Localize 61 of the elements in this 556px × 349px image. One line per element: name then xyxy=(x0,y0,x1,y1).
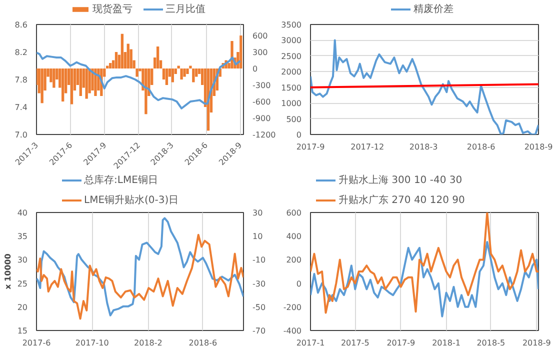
y-tick-label: 3000 xyxy=(281,36,302,46)
y-tick-label: 400 xyxy=(286,232,302,242)
y-tick-label: 3500 xyxy=(281,20,302,30)
x-tick-label: 2018-1 xyxy=(432,338,460,348)
x-tick-label: 2018-5 xyxy=(476,338,506,348)
y-tick-label: 20 xyxy=(17,302,28,312)
y2-tick-label: -30 xyxy=(252,279,266,288)
x-tick-label: 2017-12 xyxy=(350,142,384,152)
x-tick-label: 2018-6 xyxy=(466,142,496,152)
y2-tick-label: 30 xyxy=(252,208,263,218)
y2-tick-label: -70 xyxy=(252,326,266,336)
y-tick-label: 7.4 xyxy=(14,103,28,112)
y2-tick-label: 300 xyxy=(252,48,268,57)
legend-label: 现货盈亏 xyxy=(92,3,134,16)
y2-tick-label: -10 xyxy=(252,256,266,265)
x-tick-label: 2017-1 xyxy=(296,338,325,348)
x-tick-label: 2017-9 xyxy=(296,142,325,152)
x-tick-label: 2018-2 xyxy=(134,338,162,348)
y-tick-label: 600 xyxy=(286,208,302,218)
x-tick-label: 2018-9 xyxy=(524,142,553,152)
y-tick-label: 30 xyxy=(17,256,28,265)
y-tick-label: 15 xyxy=(17,326,28,336)
y-tick-label: 2000 xyxy=(281,68,302,77)
y-tick-label: -400 xyxy=(283,326,302,336)
y2-tick-label: -900 xyxy=(252,114,271,123)
y2-tick-label: 600 xyxy=(252,32,268,40)
y2-tick-label: -50 xyxy=(252,302,266,312)
legend-label: 精废价差 xyxy=(414,2,454,16)
x-tick-label: 2017-10 xyxy=(75,338,109,348)
x-tick-label: 2018-3 xyxy=(409,142,438,152)
y-tick-label: 500 xyxy=(286,114,302,124)
legend-label: 总库存:LME铜日 xyxy=(84,174,159,187)
x-tick-label: 2017-9 xyxy=(386,338,416,348)
y-tick-label: 7.8 xyxy=(14,76,28,84)
y-tick-label: 25 xyxy=(17,279,28,288)
x-tick-label: 2017-5 xyxy=(340,338,370,348)
y2-tick-label: 10 xyxy=(252,232,263,242)
y-axis-title: x 10000 xyxy=(3,253,12,290)
legend-label: 升贴水上海 300 10 -40 30 xyxy=(338,174,464,187)
x-tick-label: 2018-9 xyxy=(522,338,551,348)
x-tick-label: 2017-6 xyxy=(22,338,51,348)
x-tick-label: 2018-6 xyxy=(188,338,218,348)
y2-tick-label: -1200 xyxy=(252,130,276,140)
y-tick-label: -200 xyxy=(283,302,302,312)
legend-label: 升贴水广东 270 40 120 90 xyxy=(338,194,466,207)
y-tick-label: 200 xyxy=(286,256,302,265)
y-tick-label: 0 xyxy=(296,279,302,288)
y-tick-label: 7.0 xyxy=(14,130,28,140)
y-tick-label: 8.2 xyxy=(14,48,28,57)
y-tick-label: 2500 xyxy=(281,52,302,61)
y2-tick-label: -300 xyxy=(252,81,271,90)
legend-label: 三月比值 xyxy=(166,2,206,16)
y-tick-label: 1500 xyxy=(281,83,302,92)
y2-tick-label: -600 xyxy=(252,98,271,106)
y2-tick-label: 0 xyxy=(252,64,258,74)
y-tick-label: 0 xyxy=(296,130,302,140)
legend-label: LME铜升贴水(0-3)日 xyxy=(84,194,180,207)
y-tick-label: 8.6 xyxy=(14,20,28,30)
y-tick-label: 40 xyxy=(17,208,28,218)
y-tick-label: 35 xyxy=(17,232,28,242)
y-tick-label: 1000 xyxy=(281,99,302,108)
